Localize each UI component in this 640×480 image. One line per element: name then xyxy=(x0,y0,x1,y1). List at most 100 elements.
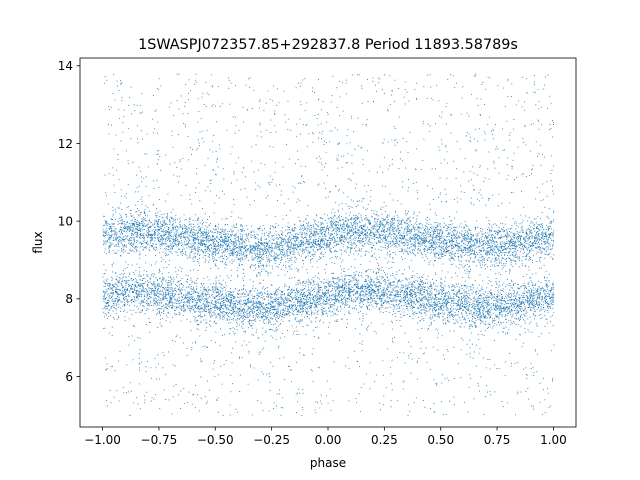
data-point-upper xyxy=(426,220,428,222)
data-point-upper xyxy=(359,242,361,244)
data-point-upper xyxy=(121,209,123,211)
data-point-upper xyxy=(330,240,332,241)
data-point-upper xyxy=(317,226,319,228)
data-point-upper xyxy=(395,254,397,255)
data-point-upper xyxy=(116,236,118,238)
data-point-upper xyxy=(514,247,516,249)
data-point-upper xyxy=(496,253,498,255)
data-point-upper xyxy=(494,249,496,251)
data-point-upper xyxy=(339,228,340,229)
data-point-upper xyxy=(238,238,240,240)
data-point-upper xyxy=(545,224,547,226)
data-point-upper xyxy=(536,226,538,228)
data-point-upper xyxy=(469,270,471,272)
data-point-upper xyxy=(152,234,154,236)
data-point-upper xyxy=(312,234,314,235)
data-point-upper xyxy=(272,243,274,245)
data-point-upper xyxy=(515,252,517,254)
data-point-upper xyxy=(340,239,342,241)
data-point-upper xyxy=(282,218,284,220)
data-point-upper xyxy=(183,223,185,225)
data-point-upper xyxy=(446,240,448,242)
data-point-upper xyxy=(193,229,195,231)
data-point-upper xyxy=(343,237,345,238)
data-point-upper xyxy=(328,229,330,230)
data-point-upper xyxy=(384,237,386,239)
data-point-upper xyxy=(368,222,370,224)
data-point-upper xyxy=(439,230,441,232)
data-point-upper xyxy=(174,232,176,234)
data-point-upper xyxy=(511,244,513,246)
data-point-upper xyxy=(391,218,392,220)
data-point-upper xyxy=(478,232,480,234)
data-point-upper xyxy=(323,239,325,241)
data-point-upper xyxy=(245,255,247,257)
data-point-upper xyxy=(490,230,492,232)
data-point-upper xyxy=(174,239,176,241)
data-point-upper xyxy=(536,236,538,238)
data-point-upper xyxy=(439,240,441,242)
data-point-upper xyxy=(287,255,289,257)
data-point-upper xyxy=(110,219,112,220)
data-point-upper xyxy=(180,240,182,242)
data-point-upper xyxy=(175,225,177,227)
data-point-upper xyxy=(455,230,457,231)
data-point-upper xyxy=(164,220,166,221)
data-point-upper xyxy=(281,233,282,235)
data-point-upper xyxy=(404,236,405,238)
data-point-upper xyxy=(209,248,211,250)
data-point-upper xyxy=(389,230,391,232)
data-point-upper xyxy=(307,223,309,225)
data-point-upper xyxy=(161,229,163,231)
data-point-upper xyxy=(207,239,209,241)
data-point-upper xyxy=(184,231,186,233)
data-point-upper xyxy=(520,248,522,250)
data-point-upper xyxy=(276,237,278,238)
data-point-upper xyxy=(221,260,223,262)
data-point-upper xyxy=(540,253,542,255)
data-point-upper xyxy=(251,225,253,227)
data-point-upper xyxy=(331,221,333,223)
data-point-upper xyxy=(177,242,179,244)
data-point-upper xyxy=(138,222,140,223)
data-point-upper xyxy=(195,242,197,243)
data-point-upper xyxy=(424,242,425,244)
data-point-upper xyxy=(505,248,506,250)
data-point-upper xyxy=(302,240,304,242)
data-point-upper xyxy=(170,234,172,236)
data-point-upper xyxy=(530,246,532,248)
data-point-upper xyxy=(539,224,541,226)
data-point-upper xyxy=(519,240,520,242)
data-point-upper xyxy=(464,220,466,222)
data-point-upper xyxy=(546,239,548,241)
data-point-upper xyxy=(193,243,195,245)
data-point-upper xyxy=(495,232,496,234)
data-point-upper xyxy=(543,229,545,231)
data-point-upper xyxy=(336,232,338,234)
data-point-upper xyxy=(151,238,153,240)
data-point-upper xyxy=(402,242,404,244)
data-point-upper xyxy=(291,256,293,258)
data-point-upper xyxy=(139,233,141,235)
data-point-upper xyxy=(384,242,386,244)
data-point-upper xyxy=(373,228,375,229)
data-point-upper xyxy=(386,248,388,250)
data-point-upper xyxy=(312,244,314,246)
data-point-upper xyxy=(455,238,457,240)
data-point-upper xyxy=(480,251,482,252)
data-point-upper xyxy=(207,250,209,252)
data-point-upper xyxy=(451,257,453,259)
data-point-upper xyxy=(472,235,474,237)
data-point-upper xyxy=(543,264,545,266)
data-point-upper xyxy=(211,252,213,254)
data-point-upper xyxy=(331,230,333,232)
data-point-upper xyxy=(142,224,144,226)
data-point-upper xyxy=(371,228,373,230)
data-point-upper xyxy=(125,224,127,225)
data-point-upper xyxy=(405,244,407,246)
data-point-upper xyxy=(458,255,460,257)
data-point-upper xyxy=(429,241,431,242)
data-point-upper xyxy=(166,231,168,232)
data-point-upper xyxy=(201,234,203,236)
